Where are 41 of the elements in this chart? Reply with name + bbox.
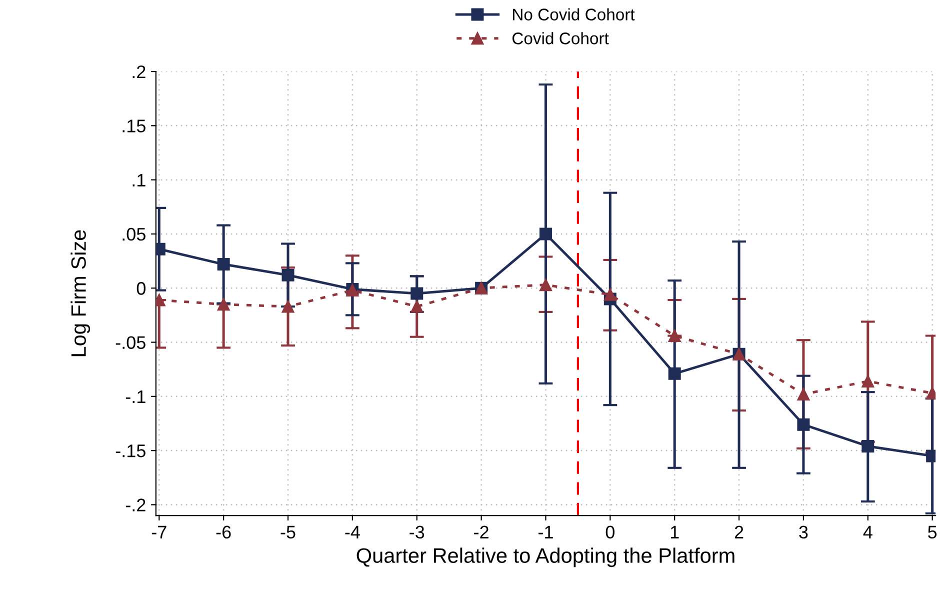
- point: [797, 418, 810, 431]
- y-tick-label: -.1: [126, 390, 146, 403]
- legend-label: Covid Cohort: [512, 32, 609, 44]
- point: [604, 288, 616, 301]
- point: [410, 300, 424, 313]
- x-tick-label: -2: [474, 526, 488, 538]
- x-tick-label: -4: [345, 526, 360, 538]
- point: [797, 388, 810, 400]
- y-tick-label: .1: [132, 174, 146, 186]
- legend-label: No Covid Cohort: [513, 8, 635, 20]
- x-tick-label: -1: [538, 526, 553, 538]
- x-tick-label: 2: [734, 526, 744, 538]
- x-tick-label: -3: [410, 526, 424, 539]
- x-tick-label: 0: [606, 526, 614, 539]
- point: [217, 258, 230, 271]
- point: [862, 375, 874, 388]
- x-tick-label: 3: [799, 526, 808, 539]
- x-axis-title: Quarter Relative to Adopting the Platform: [356, 548, 734, 568]
- y-axis-title: Log Firm Size: [70, 230, 90, 356]
- point: [668, 330, 681, 342]
- x-tick-label: -6: [216, 526, 231, 539]
- point: [539, 228, 552, 240]
- y-tick-label: .2: [132, 65, 146, 78]
- point: [282, 300, 294, 313]
- y-tick-label: -.15: [116, 444, 146, 458]
- y-tick-label: -.2: [126, 498, 146, 512]
- x-tick-label: 1: [670, 526, 679, 538]
- point: [539, 278, 552, 292]
- point: [410, 287, 424, 300]
- x-tick-label: -5: [280, 526, 296, 539]
- point: [217, 298, 230, 311]
- x-tick-label: 5: [928, 526, 937, 539]
- x-tick-label: 4: [863, 526, 872, 538]
- point: [862, 440, 874, 452]
- y-tick-label: -.05: [116, 336, 146, 349]
- y-tick-label: .15: [122, 120, 146, 132]
- y-tick-label: .05: [122, 228, 146, 241]
- x-tick-label: -7: [152, 526, 166, 538]
- point: [282, 268, 294, 282]
- y-tick-label: 0: [136, 282, 146, 295]
- point: [668, 367, 681, 380]
